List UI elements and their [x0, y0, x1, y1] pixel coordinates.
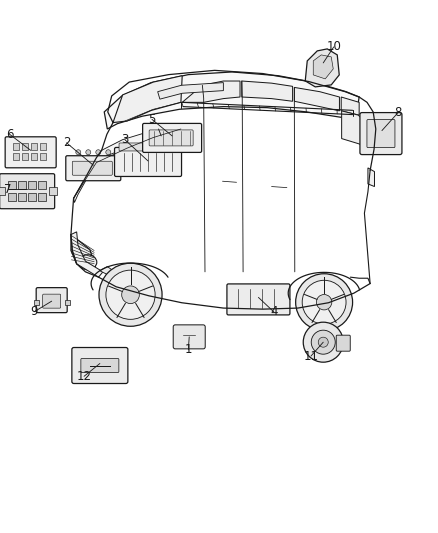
FancyBboxPatch shape — [119, 143, 177, 151]
Circle shape — [96, 150, 101, 155]
Ellipse shape — [78, 255, 97, 270]
Circle shape — [316, 295, 332, 310]
Bar — [38, 181, 46, 189]
FancyBboxPatch shape — [42, 294, 61, 308]
FancyBboxPatch shape — [81, 359, 119, 373]
Bar — [8, 193, 16, 201]
Circle shape — [99, 263, 162, 326]
FancyBboxPatch shape — [0, 174, 55, 209]
Bar — [31, 143, 37, 150]
FancyBboxPatch shape — [336, 335, 350, 351]
Text: 8: 8 — [394, 107, 401, 119]
Text: 3: 3 — [121, 133, 128, 146]
Polygon shape — [313, 55, 333, 79]
Polygon shape — [242, 81, 293, 101]
Bar — [0, 187, 5, 195]
Polygon shape — [182, 81, 240, 102]
Bar — [13, 154, 19, 160]
Polygon shape — [74, 124, 181, 203]
Bar — [18, 193, 26, 201]
Bar — [21, 143, 28, 150]
Circle shape — [106, 150, 111, 155]
Text: 1: 1 — [184, 343, 192, 356]
Circle shape — [76, 150, 81, 155]
Polygon shape — [71, 235, 95, 266]
Text: 7: 7 — [4, 183, 12, 196]
Circle shape — [303, 322, 343, 362]
FancyBboxPatch shape — [149, 130, 193, 146]
FancyBboxPatch shape — [115, 148, 181, 176]
FancyBboxPatch shape — [72, 348, 128, 384]
FancyBboxPatch shape — [173, 325, 205, 349]
Polygon shape — [341, 97, 359, 115]
Bar — [40, 143, 46, 150]
Text: 5: 5 — [148, 113, 155, 126]
Circle shape — [296, 274, 353, 330]
Bar — [8, 181, 16, 189]
Bar — [49, 187, 57, 195]
Bar — [31, 154, 37, 160]
Polygon shape — [100, 266, 115, 276]
Circle shape — [311, 330, 335, 354]
Polygon shape — [113, 76, 182, 123]
Bar — [34, 300, 39, 305]
Polygon shape — [104, 72, 359, 129]
Polygon shape — [368, 168, 374, 187]
Bar — [28, 193, 36, 201]
Text: 2: 2 — [63, 136, 71, 149]
Text: 6: 6 — [6, 128, 14, 141]
FancyBboxPatch shape — [367, 119, 395, 148]
Bar — [21, 154, 28, 160]
Text: 10: 10 — [326, 41, 341, 53]
Circle shape — [106, 270, 155, 319]
Bar — [13, 143, 19, 150]
FancyBboxPatch shape — [143, 124, 201, 152]
FancyBboxPatch shape — [36, 288, 67, 313]
Circle shape — [122, 286, 139, 304]
FancyBboxPatch shape — [72, 161, 112, 175]
Polygon shape — [342, 111, 367, 149]
Text: 11: 11 — [304, 350, 318, 362]
Bar — [28, 181, 36, 189]
FancyBboxPatch shape — [66, 156, 121, 181]
Circle shape — [86, 150, 91, 155]
Circle shape — [302, 280, 346, 324]
Bar — [18, 181, 26, 189]
Polygon shape — [71, 232, 103, 277]
Text: 4: 4 — [270, 305, 278, 318]
Bar — [40, 154, 46, 160]
Bar — [38, 193, 46, 201]
Polygon shape — [158, 83, 223, 99]
Polygon shape — [294, 87, 339, 111]
Bar — [65, 300, 70, 305]
Polygon shape — [305, 49, 339, 87]
Text: 9: 9 — [30, 305, 38, 318]
FancyBboxPatch shape — [227, 284, 290, 315]
FancyBboxPatch shape — [360, 112, 402, 155]
Polygon shape — [157, 127, 166, 136]
Text: 12: 12 — [77, 370, 92, 383]
Circle shape — [318, 337, 328, 347]
FancyBboxPatch shape — [5, 137, 56, 168]
